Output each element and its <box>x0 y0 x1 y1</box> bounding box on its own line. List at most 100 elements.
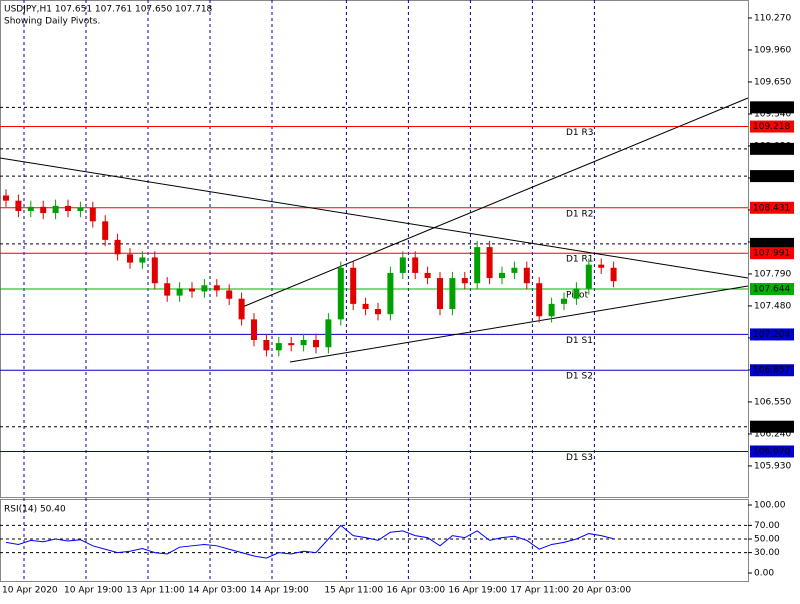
level-name: D1 S1 <box>566 336 593 346</box>
candle-body <box>548 303 555 317</box>
candle-body <box>89 207 96 222</box>
level-box <box>750 328 794 341</box>
candle-body <box>151 257 158 284</box>
x-tick-label: 14 Apr 03:00 <box>188 586 247 596</box>
level-box <box>750 420 794 433</box>
level-label: 106.070 <box>753 447 790 457</box>
y-tick-label: 106.550 <box>754 397 791 407</box>
level-label: 107.204 <box>753 330 790 340</box>
level-label: 108.738 <box>753 172 790 182</box>
candle-body <box>102 221 109 240</box>
candle-body <box>325 319 332 348</box>
candle-body <box>523 267 530 284</box>
x-tick-label: 13 Apr 11:00 <box>126 586 185 596</box>
x-tick-label: 20 Apr 03:00 <box>572 586 631 596</box>
y-tick-label: 50.00 <box>754 535 780 545</box>
level-label: 107.991 <box>753 249 790 259</box>
level-box <box>750 247 794 260</box>
level-name: D1 R2 <box>566 209 594 219</box>
candle-body <box>375 309 381 315</box>
level-box <box>750 237 794 250</box>
candle-body <box>213 285 220 291</box>
candle-body <box>275 343 282 351</box>
candle-body <box>238 298 245 320</box>
candle-body <box>437 278 443 310</box>
y-tick-label: 70.00 <box>754 521 780 531</box>
candle-body <box>139 257 146 263</box>
candles <box>3 189 617 357</box>
y-tick-label: 0.00 <box>754 569 774 579</box>
candle-body <box>536 283 543 317</box>
rsi-title: RSI(14) 50.40 <box>4 505 66 515</box>
level-box <box>750 283 794 296</box>
level-label: 106.857 <box>753 366 790 376</box>
trendline <box>289 285 749 363</box>
y-tick-label: 30.00 <box>754 548 780 558</box>
level-box <box>750 142 794 155</box>
level-label: 109.002 <box>753 144 790 154</box>
trendline <box>239 97 749 309</box>
candle-body <box>585 264 592 289</box>
y-tick-label: 100.00 <box>754 501 786 511</box>
x-tick-label: 16 Apr 19:00 <box>448 586 507 596</box>
level-name: D1 S3 <box>566 453 593 463</box>
candle-body <box>499 272 505 279</box>
candle-body <box>27 206 34 211</box>
level-box <box>750 364 794 377</box>
y-tick-label: 109.340 <box>754 109 791 119</box>
x-tick-label: 17 Apr 11:00 <box>510 586 569 596</box>
level-name: D1 R3 <box>566 128 594 138</box>
level-label: 108.081 <box>753 239 790 249</box>
y-tick-label: 109.960 <box>754 45 791 55</box>
x-tick-label: 15 Apr 11:00 <box>324 586 383 596</box>
candle-body <box>313 340 319 348</box>
candle-body <box>350 267 357 304</box>
level-label: 106.310 <box>753 422 790 432</box>
price-axis: 110.270109.960109.650109.340109.030108.7… <box>748 13 794 579</box>
y-tick-label: 107.480 <box>754 301 791 311</box>
level-label: 109.404 <box>753 103 790 113</box>
candle-body <box>399 257 406 273</box>
level-box <box>750 101 794 114</box>
candle-body <box>15 200 22 211</box>
x-tick-label: 14 Apr 19:00 <box>250 586 309 596</box>
level-name: D1 S2 <box>566 372 593 382</box>
candle-body <box>573 288 580 299</box>
level-box <box>750 201 794 214</box>
y-tick-label: 110.270 <box>754 13 791 23</box>
candle-body <box>40 206 47 214</box>
candle-body <box>561 298 567 304</box>
candle-body <box>263 340 270 351</box>
candle-body <box>461 278 468 284</box>
symbol-line: USDJPY,H1 107.651 107.761 107.650 107.71… <box>4 5 213 15</box>
candle-body <box>300 340 307 346</box>
rsi-panel <box>0 499 749 582</box>
candle-body <box>65 205 71 211</box>
candle-body <box>52 205 59 214</box>
level-name: D1 R1 <box>566 255 594 265</box>
candle-body <box>127 254 133 263</box>
candle-body <box>201 285 208 292</box>
candle-body <box>424 272 431 279</box>
y-tick-label: 106.240 <box>754 429 791 439</box>
candle-body <box>77 207 84 211</box>
candle-body <box>387 272 394 315</box>
candle-body <box>362 303 369 310</box>
candle-body <box>164 283 171 296</box>
level-label: 109.218 <box>753 122 790 132</box>
y-tick-label: 107.790 <box>754 269 791 279</box>
trendline <box>0 157 749 279</box>
candle-body <box>337 267 344 320</box>
level-label: 107.644 <box>753 285 790 295</box>
candle-body <box>3 195 9 201</box>
level-label: 108.431 <box>753 203 790 213</box>
level-box <box>750 120 794 133</box>
candle-body <box>251 319 257 341</box>
candle-body <box>189 288 195 292</box>
rsi-line <box>5 524 614 559</box>
main-panel <box>0 0 749 498</box>
grid <box>0 0 748 582</box>
candle-body <box>226 290 233 299</box>
candle-body <box>176 288 183 296</box>
candle-body <box>610 267 617 282</box>
